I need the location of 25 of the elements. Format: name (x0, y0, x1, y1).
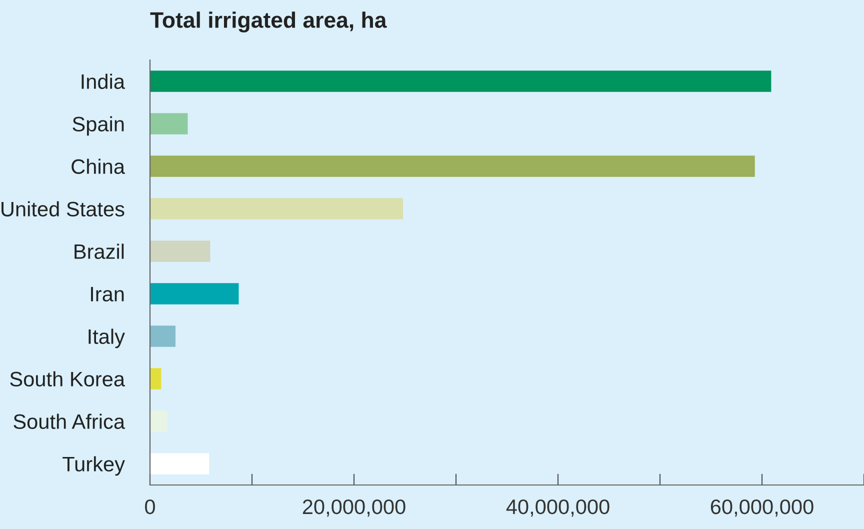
y-tick-label: Iran (91, 286, 124, 302)
y-tick-label: Brazil (74, 244, 124, 260)
bar (150, 70, 772, 92)
bar (150, 198, 403, 220)
bar (150, 240, 210, 262)
x-tick-label: 60,000,000 (710, 499, 814, 517)
bar (150, 113, 188, 134)
y-tick-label: Turkey (62, 456, 125, 476)
bar (150, 410, 168, 432)
y-tick-label: South Korea (10, 371, 126, 387)
y-tick-label: Spain (72, 116, 124, 136)
bar (150, 368, 162, 390)
y-tick-label: Italy (88, 328, 125, 348)
bar (150, 283, 239, 304)
y-tick-label: India (82, 74, 125, 90)
bar (150, 156, 755, 177)
y-tick-label: South Africa (14, 414, 126, 430)
y-tick-label: United States (2, 201, 124, 217)
bar (150, 453, 210, 474)
y-tick-label: China (72, 158, 125, 174)
x-tick-label: 0 (145, 499, 155, 514)
x-tick-label: 40,000,000 (506, 499, 610, 517)
x-tick-label: 20,000,000 (302, 499, 406, 517)
chart-title: Total irrigated area, ha (150, 12, 387, 32)
bar (150, 326, 176, 347)
